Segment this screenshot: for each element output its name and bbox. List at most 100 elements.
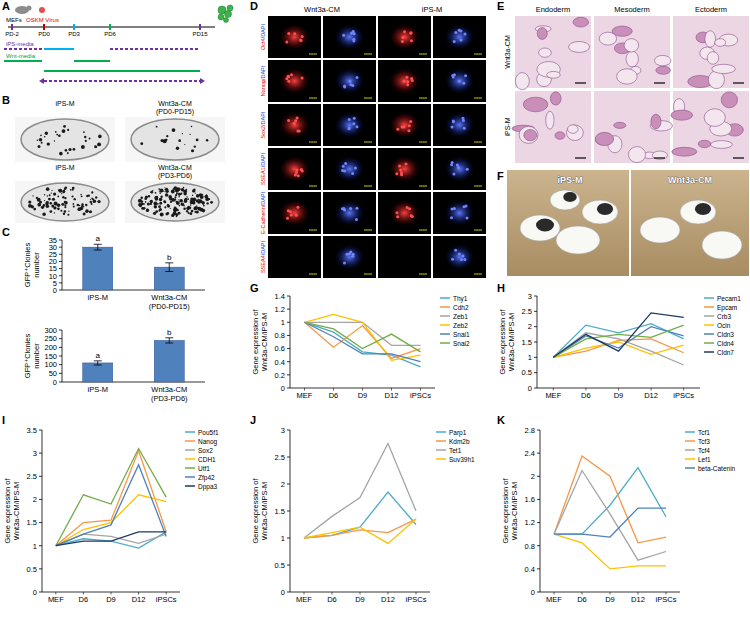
colony: [52, 198, 55, 201]
y-tick: [59, 347, 62, 348]
dapi-dot: [466, 168, 469, 171]
colony: [58, 189, 62, 193]
colony: [47, 195, 48, 196]
colony: [171, 190, 175, 194]
legend-label: Pecam1: [717, 295, 741, 302]
colony: [95, 146, 97, 148]
y-tick-label: 0.4: [275, 358, 285, 367]
series-line: [553, 333, 683, 365]
colony: [89, 138, 91, 140]
stain-label: SSEA1/DAPI: [260, 152, 266, 185]
colony: [98, 135, 102, 139]
stain-dot: [409, 32, 412, 35]
timeline-axis: [8, 26, 215, 27]
legend-label: Cldn7: [717, 349, 734, 356]
timeline-point: PD0: [38, 31, 50, 37]
colony: [144, 197, 147, 200]
y-tick: [534, 342, 537, 343]
series-line: [305, 322, 421, 361]
group-label: Wnt3a-CM: [668, 175, 712, 185]
colony: [64, 206, 66, 208]
scale-bar: [309, 98, 317, 99]
dapi-signal: [446, 245, 474, 269]
colony: [179, 205, 181, 207]
micrograph: [433, 236, 486, 278]
media-label: Wnt-media: [6, 53, 36, 59]
stain-dot: [406, 80, 409, 83]
stain-dot: [403, 30, 406, 33]
colony: [70, 189, 72, 191]
dish-caption-line: Wnt3a-CM: [158, 100, 192, 107]
legend-swatch: [436, 458, 446, 460]
stain-dot: [400, 173, 403, 176]
series-line: [553, 327, 683, 358]
legend-swatch: [704, 333, 714, 335]
colony: [159, 198, 163, 202]
y-tick: [537, 568, 540, 569]
colony: [67, 153, 69, 155]
y-tick-label: 0: [33, 588, 37, 597]
tissue: [614, 122, 626, 128]
legend-label: Parp1: [449, 429, 467, 437]
stain-dot: [395, 211, 398, 214]
virus-icon: [39, 7, 45, 13]
colony: [97, 200, 100, 203]
colony: [192, 195, 193, 196]
timeline-tick: [199, 24, 201, 30]
colony: [170, 201, 172, 203]
legend-swatch: [704, 306, 714, 308]
colony: [176, 208, 178, 210]
y-tick-label: 0.8: [275, 331, 285, 340]
scale-bar: [309, 54, 317, 55]
tissue: [672, 147, 697, 156]
dish-caption: Wnt3a-CM(PD0-PD15): [156, 100, 194, 116]
timeline-point: PD3: [68, 31, 80, 37]
dapi-dot: [344, 162, 347, 165]
stain-dot: [406, 83, 409, 86]
dapi-dot: [452, 173, 455, 176]
y-tick-label: 1.4: [275, 292, 285, 301]
mouse: [702, 231, 742, 259]
colony: [62, 196, 64, 198]
colony: [154, 196, 158, 200]
colony: [83, 206, 84, 207]
colony: [187, 198, 189, 200]
colony: [206, 202, 208, 204]
colony: [191, 126, 193, 128]
colony: [72, 189, 74, 191]
dapi-dot: [464, 32, 467, 35]
legend-label: Snai1: [453, 331, 470, 338]
colony: [44, 200, 45, 201]
axis-title: GFP⁺Cloniesnumber: [23, 243, 41, 288]
x-tick-label: D12: [644, 391, 658, 400]
dapi-dot: [354, 166, 357, 169]
stain-signal: [281, 201, 309, 225]
colony: [77, 207, 81, 211]
dapi-dot: [451, 208, 454, 211]
colony: [48, 198, 51, 201]
x-tick-label: iPSCs: [406, 595, 427, 604]
y-axis: [290, 296, 291, 388]
y-tick-label: 3: [281, 426, 285, 435]
colony: [53, 192, 56, 195]
stain-dot: [287, 119, 290, 122]
colony: [150, 203, 152, 205]
series-line: [56, 465, 166, 546]
stain-dot: [395, 172, 398, 175]
plot-area: [554, 456, 666, 569]
colony: [90, 201, 92, 203]
tissue: [707, 52, 718, 65]
x-tick-label: MEF: [296, 595, 312, 604]
x-tick-label: MEF: [297, 391, 313, 400]
legend-swatch: [436, 431, 446, 433]
y-tick: [59, 254, 62, 255]
dish: [131, 119, 219, 160]
timeline-point: PD-2: [5, 31, 19, 37]
colony: [68, 211, 69, 212]
legend-label: Utf1: [198, 465, 210, 472]
stain-dot: [410, 214, 413, 217]
error-cap: [94, 244, 102, 245]
y-tick: [287, 309, 290, 310]
y-tick: [287, 361, 290, 362]
colony: [153, 212, 156, 215]
